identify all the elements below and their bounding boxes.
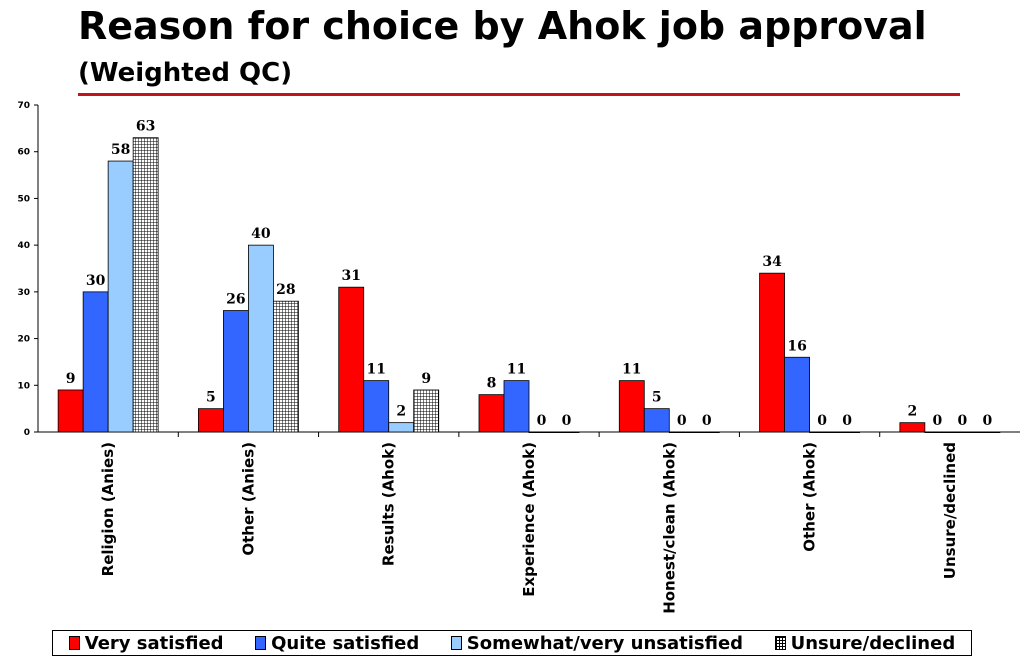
category-label: Religion (Anies) [99, 442, 117, 576]
legend-label: Somewhat/very unsatisfied [466, 632, 744, 654]
chart-title: Reason for choice by Ahok job approval [78, 4, 927, 48]
bar [949, 431, 976, 434]
category-label: Unsure/declined [941, 442, 959, 579]
bar-value-label: 0 [537, 413, 547, 429]
y-tick-label: 70 [17, 101, 30, 111]
legend-label: Unsure/declined [790, 632, 956, 654]
category-label: Other (Ahok) [801, 442, 819, 552]
bar-value-label: 9 [421, 371, 431, 387]
bar [784, 356, 810, 433]
bar-value-label: 0 [817, 413, 827, 429]
bar [924, 431, 951, 434]
bar-value-label: 40 [251, 226, 271, 242]
bar [528, 431, 555, 434]
legend-swatch [774, 636, 786, 650]
y-tick-label: 40 [17, 241, 30, 251]
chart-legend: Very satisfied Quite satisfied Somewhat/ve… [52, 630, 972, 656]
bar [759, 272, 785, 433]
bar [478, 394, 505, 433]
bar-value-label: 5 [206, 390, 216, 406]
bar [668, 431, 695, 434]
category-label: Other (Anies) [239, 442, 257, 556]
bar-value-label: 0 [677, 413, 687, 429]
bar-value-label: 28 [276, 282, 295, 298]
category-label: Honest/clean (Ahok) [660, 442, 678, 614]
bar-value-label: 5 [652, 390, 662, 406]
bar-value-label: 63 [136, 119, 155, 135]
bar-value-label: 30 [86, 273, 106, 289]
bar-value-label: 31 [341, 268, 360, 284]
bar-value-label: 2 [907, 404, 917, 420]
y-tick-label: 20 [17, 335, 30, 345]
category-labels: Religion (Anies) Other (Anies) Results (Ah… [99, 442, 959, 614]
bar-value-label: 11 [622, 362, 641, 378]
legend-swatch [68, 636, 80, 650]
legend-label: Quite satisfied [271, 632, 420, 654]
bar [553, 431, 580, 434]
bar [273, 300, 299, 433]
category-label: Experience (Ahok) [520, 442, 538, 597]
bar [974, 431, 1001, 434]
bar [107, 160, 134, 433]
legend-item: Quite satisfied [255, 633, 419, 654]
bar [413, 389, 440, 433]
bar [223, 310, 249, 433]
y-tick-label: 10 [17, 381, 30, 391]
bar-value-label: 2 [396, 404, 406, 420]
bar [899, 422, 926, 433]
bar [57, 389, 84, 433]
title-underline [78, 93, 960, 96]
bar [338, 286, 365, 433]
bar-value-label: 0 [957, 413, 967, 429]
bar [198, 408, 224, 433]
legend-swatch [255, 636, 267, 650]
bar-value-label: 34 [762, 254, 782, 270]
legend-item: Unsure/declined [774, 632, 956, 654]
legend-swatch [450, 636, 462, 650]
bar-value-label: 16 [787, 338, 806, 354]
bar-marks [57, 137, 1001, 434]
bar [834, 431, 860, 434]
bar-value-label: 11 [507, 362, 526, 378]
bar [82, 291, 109, 433]
bar-value-label: 0 [982, 413, 992, 429]
bar [618, 380, 645, 433]
category-label: Results (Ahok) [380, 442, 398, 566]
legend-label: Very satisfied [84, 632, 224, 654]
bar-value-label: 8 [487, 376, 497, 392]
bar [248, 244, 274, 433]
bar-value-label: 58 [111, 142, 130, 158]
y-tick-label: 50 [17, 194, 30, 204]
legend-item: Somewhat/very unsatisfied [450, 632, 744, 654]
bar [388, 422, 415, 433]
bar [809, 431, 835, 434]
y-tick-label: 60 [17, 148, 30, 158]
bar-value-label: 11 [366, 362, 385, 378]
bar [503, 380, 530, 433]
bar-value-label: 26 [226, 292, 245, 308]
bar [132, 137, 159, 433]
legend-item: Very satisfied [68, 632, 224, 654]
chart-subtitle: (Weighted QC) [78, 58, 293, 88]
y-axis: 0 10 20 30 40 50 60 70 [17, 101, 39, 438]
bar [693, 431, 720, 434]
y-tick-label: 0 [24, 428, 30, 438]
bar-value-label: 0 [842, 413, 852, 429]
bar [363, 380, 390, 433]
bar-value-label: 0 [932, 413, 942, 429]
bar-value-label: 9 [66, 371, 76, 387]
bar [643, 408, 670, 433]
bar-value-label: 0 [562, 413, 572, 429]
bar-value-label: 0 [702, 413, 712, 429]
y-tick-label: 30 [17, 288, 30, 298]
